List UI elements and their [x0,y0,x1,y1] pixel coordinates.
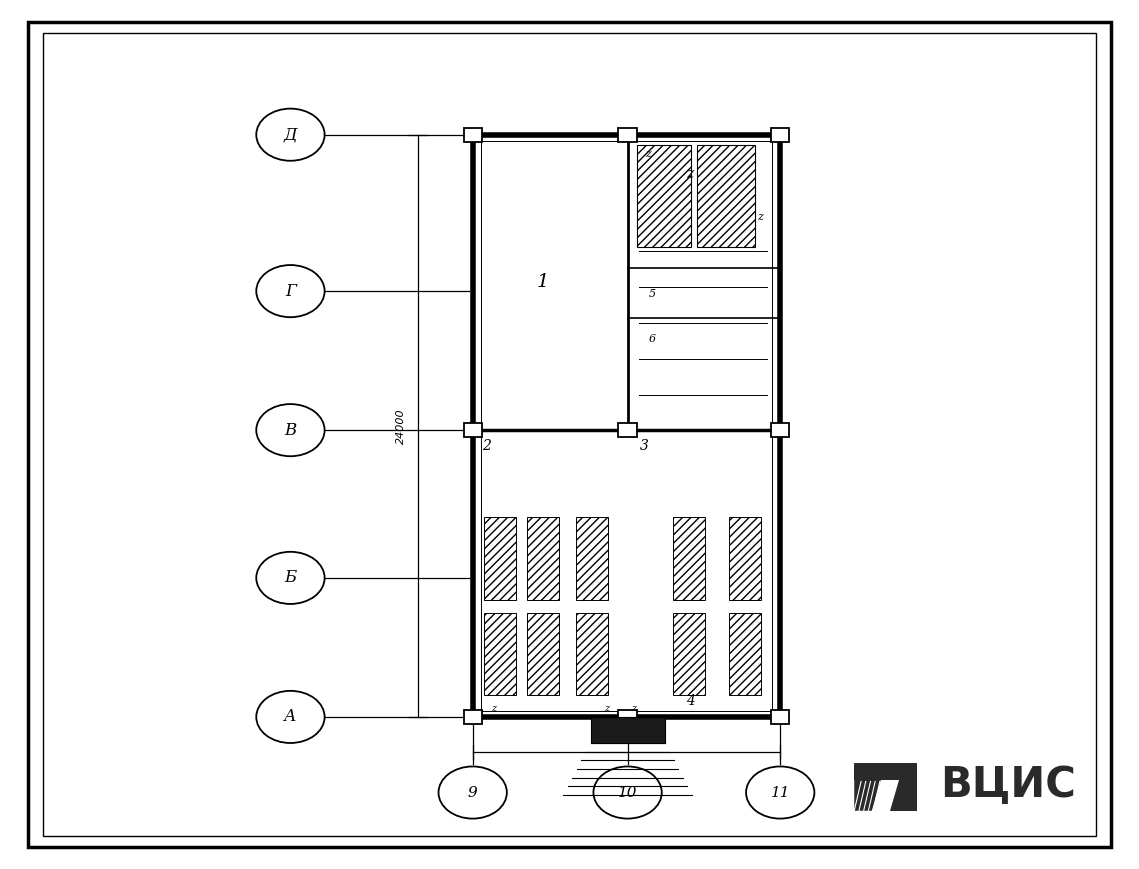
Bar [771,710,789,724]
Bar [464,423,482,437]
Text: Д: Д [284,126,297,143]
Bar [464,128,482,142]
Text: z: z [756,212,763,222]
Text: 11: 11 [770,786,790,799]
Text: 10: 10 [617,786,638,799]
Bar [484,613,516,695]
Bar [484,517,516,600]
Circle shape [256,265,325,317]
Circle shape [593,766,662,819]
Polygon shape [891,779,917,811]
Text: z: z [645,149,652,159]
Text: 9: 9 [468,786,477,799]
Text: 24000: 24000 [396,408,405,443]
Bar [481,141,772,711]
Text: ВЦИС: ВЦИС [940,764,1075,806]
Text: 12000: 12000 [608,731,645,741]
Polygon shape [854,779,880,811]
Bar [527,613,559,695]
Bar [590,717,665,743]
Circle shape [256,109,325,161]
Text: 4: 4 [686,694,695,708]
Circle shape [256,404,325,456]
Bar [697,145,755,247]
Bar [618,423,637,437]
Text: 3: 3 [640,439,649,453]
Text: z: z [605,704,609,713]
Bar [464,710,482,724]
Circle shape [256,552,325,604]
Bar [673,517,705,600]
Circle shape [746,766,814,819]
Circle shape [256,691,325,743]
Text: В: В [285,421,296,439]
Bar [473,135,780,717]
Text: 1: 1 [536,274,549,291]
Bar [618,128,637,142]
Polygon shape [854,763,917,779]
Bar [576,517,608,600]
Bar [771,128,789,142]
Text: 6: 6 [649,334,656,343]
Bar [527,517,559,600]
Bar [673,613,705,695]
Circle shape [439,766,507,819]
Text: z: z [631,704,636,713]
Bar [729,613,761,695]
Text: А: А [284,708,297,726]
Bar [637,145,691,247]
Bar [576,613,608,695]
Text: 5: 5 [649,289,656,299]
Text: Б: Б [285,569,296,587]
Bar [729,517,761,600]
Text: 2: 2 [482,439,491,453]
Text: z: z [491,704,495,713]
Bar [771,423,789,437]
Bar [618,710,637,724]
Text: Г: Г [285,282,296,300]
Text: z: z [687,167,694,181]
